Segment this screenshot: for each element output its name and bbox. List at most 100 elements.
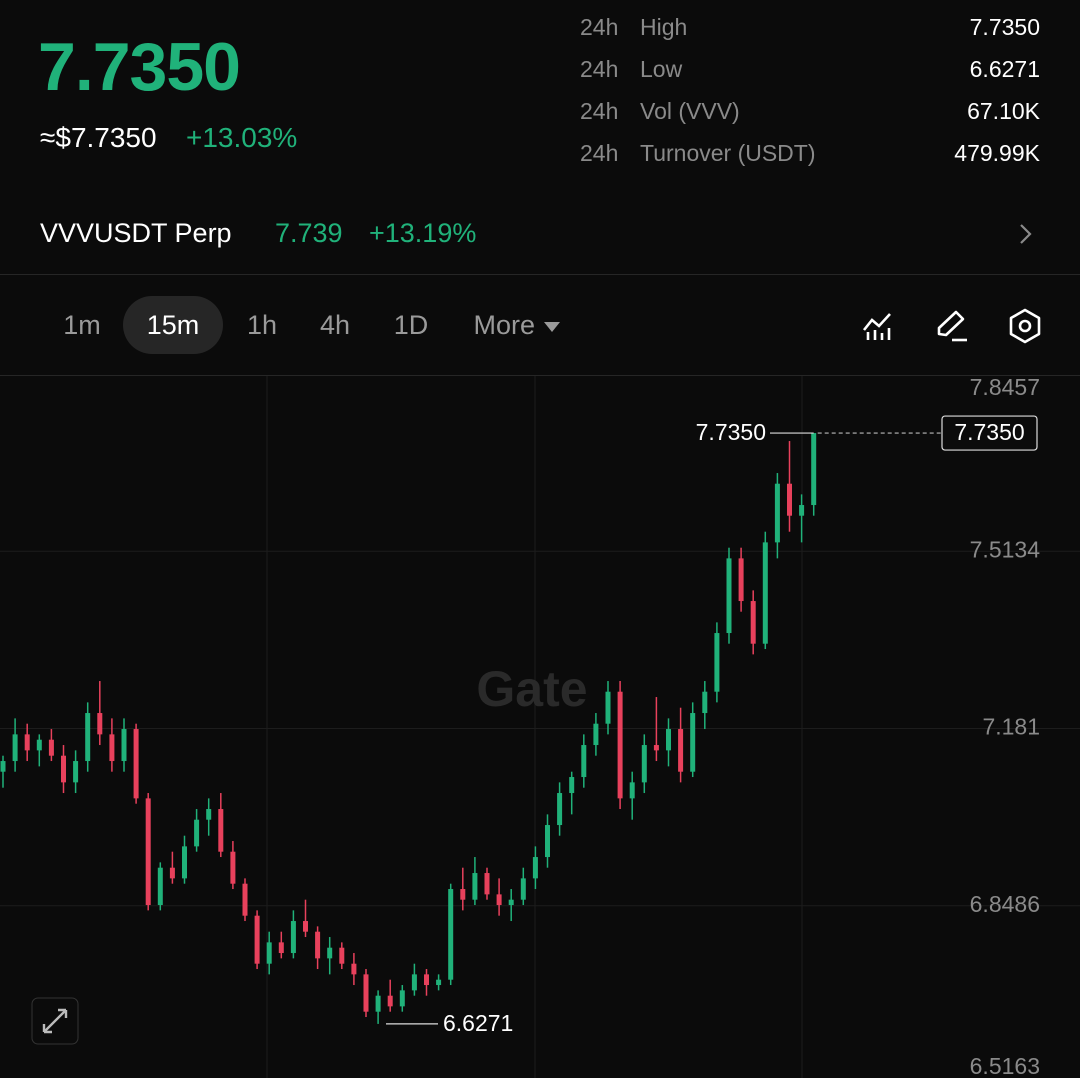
- candle-body: [666, 729, 671, 751]
- candle-body: [520, 878, 526, 900]
- candle-body: [774, 483, 780, 543]
- watermark: Gate: [476, 661, 587, 717]
- stat-period: 24h: [580, 56, 619, 82]
- stat-label: High: [640, 14, 688, 40]
- candle-body: [182, 846, 187, 879]
- candle-body: [375, 995, 381, 1012]
- candle-body: [327, 947, 333, 959]
- y-tick-label: 6.8486: [970, 891, 1040, 917]
- timeframe[interactable]: 1h: [246, 310, 278, 340]
- candle-body: [169, 867, 175, 879]
- stat-label: Turnover (USDT): [640, 140, 816, 166]
- candle-body: [157, 867, 163, 906]
- candle-body: [97, 713, 103, 735]
- candle-body: [472, 873, 478, 900]
- candle-body: [726, 558, 732, 634]
- low-label: 6.6271: [443, 1010, 513, 1036]
- candle-body: [714, 633, 720, 692]
- candle-body: [48, 739, 54, 756]
- candle-body: [85, 713, 91, 762]
- stat-value: 6.6271: [969, 56, 1040, 82]
- candle-body: [436, 979, 442, 986]
- divider: [0, 375, 1080, 376]
- usd-price: ≈$7.7350: [40, 122, 157, 153]
- candle-body: [799, 505, 805, 516]
- perp-name[interactable]: VVVUSDT Perp: [40, 218, 232, 248]
- candle-body: [24, 734, 30, 751]
- last-price-label: 7.7350: [954, 419, 1024, 445]
- candle-body: [496, 894, 502, 906]
- chart: Gate 6.5163 6.8486 7.181 7.5134 7.8457 7.7350…: [0, 376, 1080, 1078]
- candle-body: [557, 793, 563, 826]
- candle-body: [206, 809, 212, 820]
- stat-label: Low: [640, 56, 683, 82]
- candle-body: [315, 931, 321, 959]
- candle-body: [266, 942, 272, 964]
- candle-body: [532, 857, 538, 879]
- candle-body: [653, 745, 659, 751]
- candle-body: [121, 729, 127, 762]
- caret: [543, 321, 560, 332]
- high-label: 7.7350: [696, 419, 766, 445]
- candle-body: [73, 761, 79, 783]
- candle-body: [242, 883, 248, 916]
- last-price-box: [941, 415, 1038, 451]
- candle-body: [484, 873, 490, 895]
- candle-body: [678, 729, 684, 772]
- divider: [0, 274, 1080, 275]
- y-tick-label: 6.5163: [970, 1053, 1040, 1078]
- chevron[interactable]: [1016, 222, 1036, 246]
- expand-icon: [42, 1008, 68, 1034]
- y-tick-label: 7.181: [982, 714, 1040, 740]
- candle-body: [569, 777, 575, 794]
- candle-body: [194, 819, 200, 847]
- candle-body: [508, 899, 514, 906]
- candle-body: [36, 739, 42, 751]
- candle-body: [629, 782, 635, 799]
- stat-value: 7.7350: [969, 14, 1040, 40]
- timeframe[interactable]: 15m: [123, 296, 223, 354]
- candle-body: [690, 713, 696, 772]
- candle-body: [702, 691, 708, 714]
- y-tick-label: 7.5134: [970, 536, 1041, 562]
- stat-value: 67.10K: [967, 98, 1040, 124]
- candle-body: [339, 947, 345, 964]
- candle-body: [787, 483, 792, 516]
- stat-label: Vol (VVV): [640, 98, 740, 124]
- candle-body: [145, 798, 151, 906]
- timeframe[interactable]: 1m: [63, 310, 101, 340]
- candle-body: [218, 809, 224, 852]
- candle-body: [61, 755, 66, 783]
- candle-body: [545, 825, 550, 858]
- candle-body: [750, 601, 756, 644]
- perp-price: 7.739: [275, 218, 343, 248]
- stat-period: 24h: [580, 140, 619, 166]
- candle-body: [254, 915, 260, 964]
- candle-body: [411, 974, 417, 991]
- candle-body: [351, 963, 357, 975]
- candle-body: [738, 558, 744, 602]
- candle-body: [133, 729, 139, 799]
- settings-icon[interactable]: [1006, 307, 1044, 345]
- stat-value: 479.99K: [954, 140, 1040, 166]
- indicator-icon[interactable]: [860, 308, 898, 344]
- candle-body: [230, 851, 236, 884]
- candle-body: [460, 889, 466, 900]
- stat-period: 24h: [580, 98, 619, 124]
- candle-body: [363, 974, 369, 1012]
- candle-body: [424, 974, 429, 986]
- candle-body: [387, 995, 393, 1007]
- timeframe[interactable]: 1D: [393, 310, 429, 340]
- candle-body: [303, 921, 308, 932]
- timeframe[interactable]: 4h: [319, 310, 351, 340]
- draw-icon[interactable]: [934, 308, 970, 344]
- candle-body: [581, 745, 587, 778]
- candle-body: [641, 745, 647, 783]
- candle-body: [12, 734, 18, 762]
- candle-body: [0, 761, 6, 772]
- candle-body: [448, 889, 454, 980]
- more-button[interactable]: More: [452, 296, 582, 354]
- y-tick-label: 7.8457: [970, 376, 1040, 400]
- candle-body: [617, 691, 623, 799]
